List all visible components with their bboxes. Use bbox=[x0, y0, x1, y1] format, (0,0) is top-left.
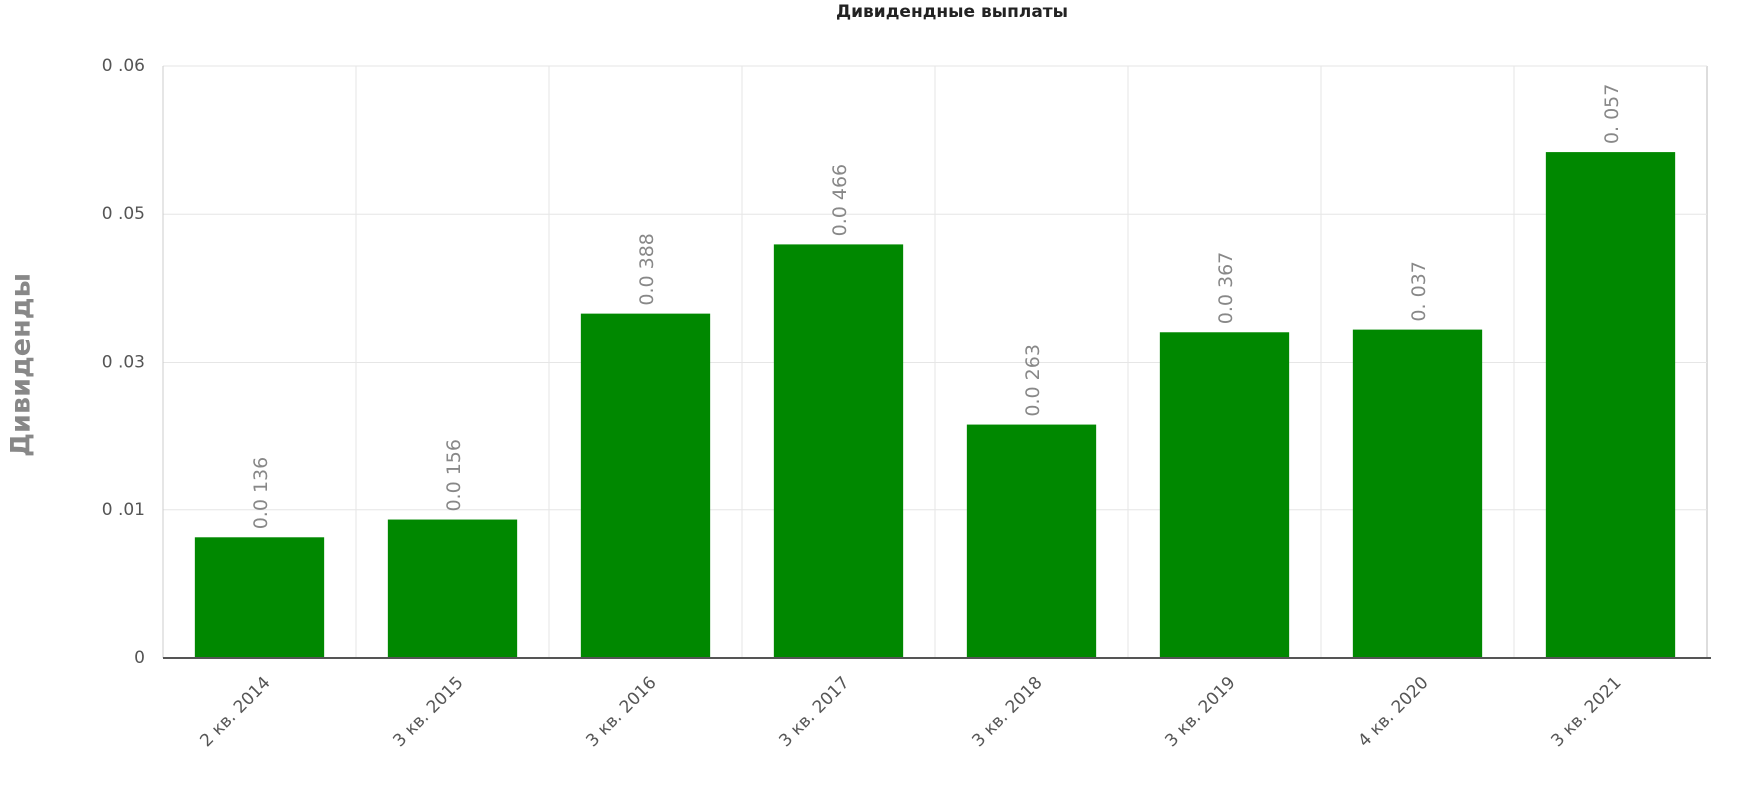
x-tick-label: 3 кв. 2015 bbox=[389, 673, 467, 751]
bar bbox=[773, 244, 904, 658]
value-label: 0.0 263 bbox=[1022, 344, 1044, 417]
y-tick-label: 0 .03 bbox=[102, 352, 145, 372]
bar bbox=[387, 519, 518, 658]
value-label: 0.0 136 bbox=[250, 457, 272, 530]
y-tick-label: 0 bbox=[134, 648, 145, 668]
value-label: 0.0 367 bbox=[1215, 252, 1237, 325]
x-tick-label: 4 кв. 2020 bbox=[1354, 673, 1432, 751]
bar bbox=[580, 313, 711, 658]
value-label: 0. 057 bbox=[1601, 84, 1623, 144]
y-tick-label: 0 .06 bbox=[102, 56, 145, 76]
x-tick-label: 3 кв. 2016 bbox=[582, 673, 660, 751]
x-tick-label: 3 кв. 2018 bbox=[968, 673, 1046, 751]
bar bbox=[1159, 332, 1290, 658]
bar bbox=[194, 537, 325, 658]
value-label: 0.0 466 bbox=[829, 164, 851, 237]
value-label: 0.0 388 bbox=[636, 233, 658, 306]
x-tick-label: 3 кв. 2019 bbox=[1161, 673, 1239, 751]
x-tick-label: 3 кв. 2021 bbox=[1547, 673, 1625, 751]
x-tick-label: 2 кв. 2014 bbox=[196, 673, 274, 751]
y-tick-label: 0 .05 bbox=[102, 204, 145, 224]
value-label: 0. 037 bbox=[1408, 261, 1430, 321]
bar bbox=[1352, 329, 1483, 658]
bar bbox=[966, 424, 1097, 658]
chart-title: Дивидендные выплаты bbox=[836, 2, 1068, 22]
value-label: 0.0 156 bbox=[443, 439, 465, 512]
x-tick-label: 3 кв. 2017 bbox=[775, 673, 853, 751]
y-axis-title: Дивиденды bbox=[6, 273, 37, 457]
bar bbox=[1545, 152, 1676, 658]
y-tick-label: 0 .01 bbox=[102, 500, 145, 520]
